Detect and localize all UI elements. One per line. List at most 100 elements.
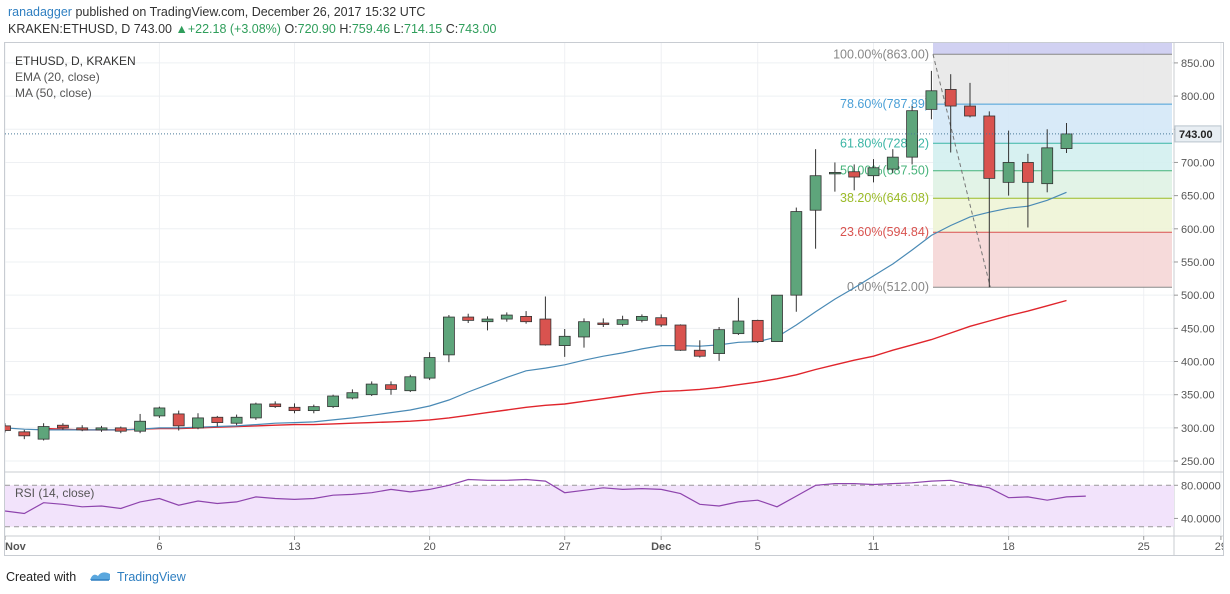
chart-svg[interactable]: 100.00%(863.00)78.60%(787.89)61.80%(728.… [0, 43, 1227, 555]
x-tick-label: 18 [1002, 541, 1014, 553]
tradingview-link[interactable]: TradingView [117, 570, 186, 584]
candle [500, 312, 513, 322]
fib-level-label: 0.00%(512.00) [847, 280, 929, 294]
candle-body [964, 105, 976, 117]
candle [983, 111, 996, 288]
y-tick-label: 850.00 [1181, 58, 1215, 70]
y-tick-label: 700.00 [1181, 157, 1215, 169]
ma50-line [43, 299, 1067, 431]
candle-body [713, 329, 725, 354]
y-tick-label: 350.00 [1181, 390, 1215, 402]
fib-zone [933, 198, 1172, 233]
candle-body [655, 317, 668, 326]
author-link[interactable]: ranadagger [8, 5, 72, 19]
symbol-label: KRAKEN:ETHUSD, D [8, 22, 131, 36]
time-axis: Nov 6 13 20 27 Dec 5 11 18 25 29 [4, 536, 1227, 553]
candle-body [385, 384, 397, 390]
candlesticks [0, 70, 1073, 441]
price-change: +22.18 (+3.08%) [187, 22, 281, 36]
candle [114, 426, 127, 434]
candle [558, 328, 571, 357]
x-tick-label: 11 [868, 541, 879, 553]
y-tick-label: 250.00 [1181, 456, 1215, 468]
candle [539, 296, 552, 346]
candle-body [790, 211, 803, 296]
candle [346, 389, 359, 400]
last-price-tag-label: 743.00 [1179, 129, 1213, 141]
candle [848, 164, 861, 191]
fib-level-label: 50.00%(687.50) [840, 164, 929, 178]
x-tick-label: 13 [288, 541, 300, 553]
candle [404, 374, 417, 393]
x-tick-label: 29 [1215, 541, 1223, 553]
candle-body [829, 171, 841, 175]
open-value: 720.90 [297, 22, 336, 36]
candle-body [423, 357, 436, 379]
candle-body [983, 115, 996, 179]
candle-body [1060, 133, 1073, 149]
publish-line: ranadagger published on TradingView.com,… [8, 5, 425, 19]
candle-body [674, 324, 687, 351]
candle [829, 162, 841, 192]
candle-body [0, 425, 11, 431]
candle-body [192, 417, 204, 429]
candle [288, 403, 301, 414]
candle-body [925, 90, 938, 110]
candle-body [886, 156, 899, 170]
legend-ma[interactable]: MA (50, close) [15, 86, 92, 100]
rsi-line [4, 478, 1086, 515]
candle-body [230, 416, 243, 424]
fibonacci-retracement: 100.00%(863.00)78.60%(787.89)61.80%(728.… [833, 43, 1172, 294]
last-price: 743.00 [133, 22, 172, 36]
candle [442, 315, 455, 363]
legend-ema[interactable]: EMA (20, close) [15, 70, 100, 84]
candle [1022, 153, 1034, 228]
candle [462, 313, 475, 324]
close-label: C: [445, 22, 459, 36]
x-tick-label: Dec [651, 541, 671, 553]
up-arrow-icon: ▲ [175, 22, 188, 36]
candle [269, 401, 282, 408]
y-tick-label: 550.00 [1181, 257, 1215, 269]
candle [925, 70, 938, 120]
tradingview-logo-icon[interactable] [88, 568, 112, 589]
candle [153, 406, 166, 418]
candle [172, 410, 185, 431]
candle-body [134, 420, 147, 432]
footer: Created with TradingView [0, 560, 1230, 594]
x-tick-label: 27 [559, 541, 571, 553]
candle-body [771, 294, 783, 343]
candle-body [616, 319, 629, 325]
legend-rsi[interactable]: RSI (14, close) [15, 486, 94, 500]
close-value: 743.00 [458, 22, 497, 36]
candle [771, 294, 783, 343]
candle-body [1041, 147, 1054, 185]
candle-body [57, 424, 69, 429]
candle-body [558, 335, 571, 346]
candle-body [848, 171, 861, 178]
candle [636, 314, 648, 323]
candle-body [578, 321, 590, 338]
candle-body [520, 315, 532, 323]
candle [751, 319, 764, 343]
candle [944, 74, 957, 153]
candle [906, 106, 918, 165]
candle-body [1002, 162, 1015, 183]
chart-frame[interactable]: 100.00%(863.00) 78.60%(787.89) 61.80%(728.… [0, 42, 1227, 556]
y-tick-label: 400.00 [1181, 357, 1215, 369]
candle-body [500, 314, 513, 320]
candle-body [307, 406, 320, 412]
rsi-band [5, 485, 1174, 527]
candle [0, 423, 11, 433]
candle-body [404, 376, 417, 392]
candle-body [114, 427, 127, 432]
candle-body [1022, 162, 1034, 183]
candle [886, 149, 899, 174]
candle-body [76, 427, 89, 431]
rsi-tick-label: 40.0000 [1181, 513, 1221, 525]
candle [95, 425, 108, 432]
moving-averages [4, 191, 1067, 431]
candle [790, 207, 803, 312]
candle [134, 413, 147, 434]
high-value: 759.46 [351, 22, 391, 36]
